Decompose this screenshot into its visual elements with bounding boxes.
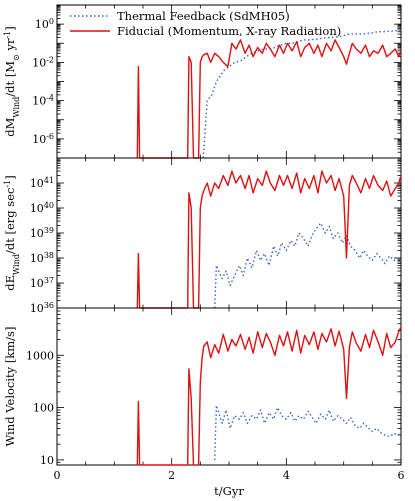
series-thermal-line (202, 29, 402, 159)
y-tick-label: 10-4 (32, 93, 54, 108)
x-tick-label: 2 (168, 469, 175, 482)
y-tick-label: 100 (35, 17, 54, 32)
y-tick-label: 100 (33, 402, 54, 415)
legend-label-thermal: Thermal Feedback (SdMH05) (117, 9, 290, 23)
series-fiducial-line (136, 326, 402, 466)
y-tick-label: 1038 (30, 251, 54, 266)
panel-frame (56, 307, 402, 466)
series-thermal-line (214, 222, 402, 309)
x-tick-label: 4 (283, 469, 290, 482)
y-tick-label: 1039 (30, 226, 54, 241)
y-tick-label: 1037 (30, 276, 54, 291)
series-fiducial-line (136, 39, 402, 159)
y-tick-label: 1000 (26, 349, 54, 362)
legend-label-fiducial: Fiducial (Momentum, X-ray Radiation) (117, 24, 341, 38)
y-tick-label: 10-6 (32, 131, 54, 146)
y-axis-label: Wind Velocity [km/s] (3, 327, 17, 447)
y-tick-label: 1040 (30, 201, 54, 216)
legend: Thermal Feedback (SdMH05) Fiducial (Mome… (70, 9, 341, 38)
y-tick-label: 10 (40, 454, 54, 467)
panel-1: 100 10-2 10-4 10-6 dMWind/dt [M⊙ yr-1] (3, 4, 402, 159)
x-tick-label: 0 (54, 469, 61, 482)
x-axis-label: t/Gyr (214, 484, 244, 498)
panel-3: 10 100 1000 Wind Velocity [km/s] 0 2 4 6 t/Gyr (3, 307, 405, 498)
y-axis-label: dEWind/dt [erg sec-1] (3, 175, 21, 290)
y-axis-label: dMWind/dt [M⊙ yr-1] (3, 26, 21, 137)
series-fiducial-line (136, 170, 402, 309)
y-tick-label: 1036 (30, 301, 54, 316)
series-thermal-line (214, 404, 402, 460)
x-tick-label: 6 (398, 469, 405, 482)
panel-2: 1036 1037 1038 1039 1040 1041 dEWind/dt [erg s… (3, 157, 402, 316)
y-tick-label: 1041 (30, 176, 54, 191)
y-tick-label: 10-2 (32, 55, 54, 70)
